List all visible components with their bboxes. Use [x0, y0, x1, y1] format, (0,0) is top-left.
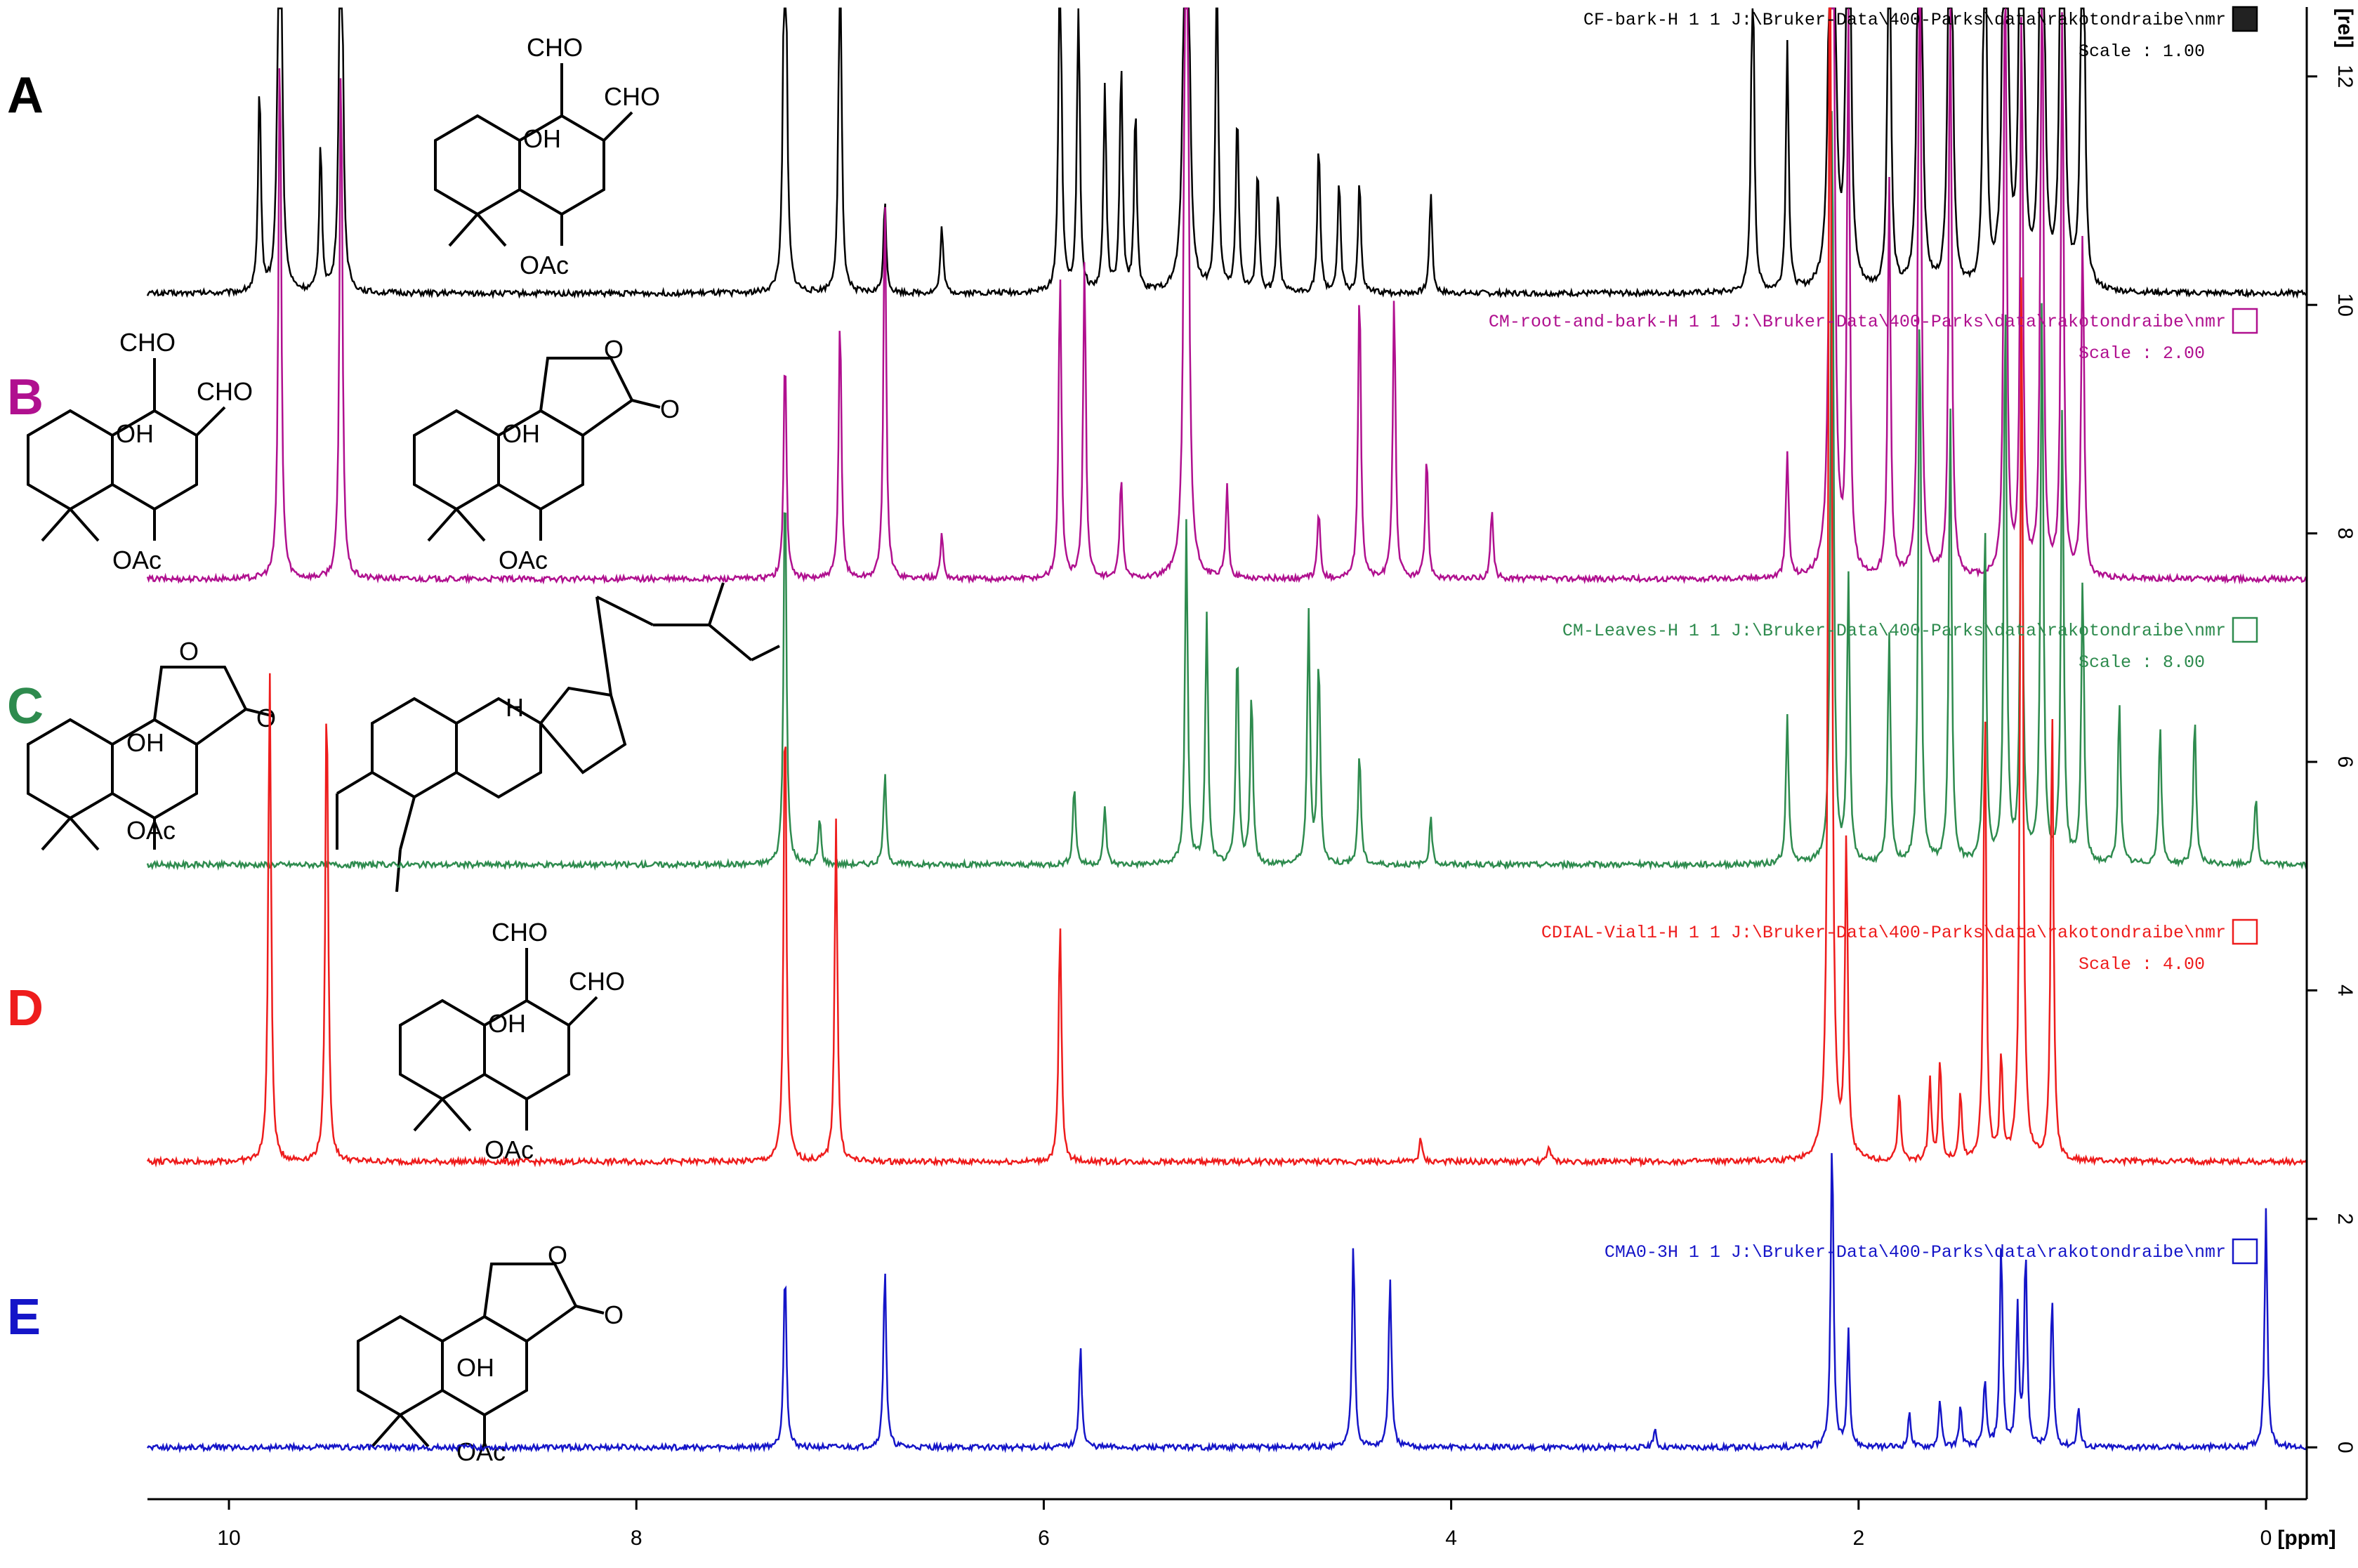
y-tick-label-6: 6	[2333, 756, 2357, 768]
trace-legend-box-e	[2232, 1238, 2258, 1265]
x-tick-label-8: 8	[631, 1527, 643, 1550]
svg-text:OH: OH	[456, 1353, 494, 1382]
y-tick-label-4: 4	[2333, 984, 2357, 996]
trace-scale-c: Scale : 8.00	[2079, 652, 2205, 673]
svg-text:OH: OH	[126, 728, 164, 757]
y-tick-label-12: 12	[2333, 65, 2357, 88]
trace-label-d: CDIAL-Vial1-H 1 1 J:\Bruker-Data\400-Par…	[1541, 923, 2226, 943]
spectrum-trace-c	[146, 111, 2308, 871]
panel-letter-e: E	[7, 1289, 41, 1345]
spectrum-trace-d	[146, 7, 2308, 1168]
spectra-traces	[146, 7, 2308, 1454]
svg-text:OAc: OAc	[126, 816, 176, 845]
svg-text:OAc: OAc	[520, 251, 569, 279]
x-tick-label-0: 0	[2260, 1527, 2272, 1550]
x-tick-label-10: 10	[217, 1527, 240, 1550]
structure-a: CHO CHO OH OAc	[434, 33, 660, 279]
svg-text:CHO: CHO	[569, 967, 625, 996]
y-tick-label-2: 2	[2333, 1213, 2357, 1225]
trace-scale-d: Scale : 4.00	[2079, 954, 2205, 975]
svg-text:CHO: CHO	[197, 377, 253, 406]
svg-text:O: O	[660, 395, 680, 423]
svg-text:CHO: CHO	[119, 328, 176, 357]
spectra-labels: A CF-bark-H 1 1 J:\Bruker-Data\400-Parks\…	[7, 6, 2258, 1345]
y-axis-label: [rel]	[2333, 8, 2357, 48]
trace-legend-box-c	[2232, 617, 2258, 643]
svg-text:CHO: CHO	[492, 918, 548, 947]
spectrum-trace-e	[146, 1153, 2308, 1454]
structure-c2: H	[336, 582, 780, 892]
trace-scale-a: Scale : 1.00	[2079, 41, 2205, 62]
svg-text:CHO: CHO	[604, 82, 660, 111]
trace-legend-box-d	[2232, 918, 2258, 945]
trace-label-a: CF-bark-H 1 1 J:\Bruker-Data\400-Parks\d…	[1583, 10, 2226, 30]
x-tick-label-6: 6	[1038, 1527, 1050, 1550]
svg-text:O: O	[179, 637, 199, 666]
trace-label-b: CM-root-and-bark-H 1 1 J:\Bruker-Data\40…	[1489, 312, 2226, 332]
y-tick-label-10: 10	[2333, 294, 2357, 317]
svg-text:OH: OH	[502, 419, 540, 448]
spectrum-trace-b	[146, 7, 2307, 585]
svg-text:OH: OH	[488, 1009, 526, 1038]
svg-text:O: O	[604, 1300, 624, 1329]
structure-b1: CHO CHO OH OAc	[27, 328, 253, 574]
trace-legend-box-a	[2232, 6, 2258, 32]
svg-text:OAc: OAc	[456, 1437, 506, 1466]
panel-letter-c: C	[7, 678, 44, 734]
panel-letter-d: D	[7, 980, 44, 1036]
trace-scale-b: Scale : 2.00	[2079, 343, 2205, 364]
trace-label-e: CMA0-3H 1 1 J:\Bruker-Data\400-Parks\dat…	[1605, 1242, 2226, 1263]
x-axis-label: [ppm]	[2277, 1527, 2336, 1550]
svg-text:H: H	[506, 693, 524, 722]
svg-text:CHO: CHO	[527, 33, 583, 62]
svg-text:OH: OH	[523, 124, 561, 153]
spectrum-trace-a	[146, 7, 2307, 300]
svg-text:O: O	[604, 335, 624, 364]
y-axis-ticks: 0 2 4 6 8 10 12	[2307, 65, 2357, 1454]
structure-b2: O O OH OAc	[413, 335, 680, 574]
trace-label-c: CM-Leaves-H 1 1 J:\Bruker-Data\400-Parks…	[1562, 621, 2226, 641]
svg-text:OAc: OAc	[499, 546, 548, 574]
y-tick-label-8: 8	[2333, 527, 2357, 539]
x-tick-label-4: 4	[1445, 1527, 1457, 1550]
structure-e: O O OH OAc	[357, 1241, 624, 1466]
svg-text:O: O	[548, 1241, 567, 1270]
structure-c1: O O OH OAc	[27, 637, 276, 851]
svg-text:O: O	[256, 704, 276, 732]
x-tick-label-2: 2	[1852, 1527, 1864, 1550]
y-tick-label-0: 0	[2333, 1442, 2357, 1454]
svg-text:OAc: OAc	[112, 546, 162, 574]
x-axis-ticks: 10 8 6 4 2 0	[217, 1499, 2272, 1550]
trace-legend-box-b	[2232, 308, 2258, 334]
panel-letter-a: A	[7, 67, 44, 124]
panel-letter-b: B	[7, 369, 44, 426]
svg-text:OH: OH	[116, 419, 154, 448]
